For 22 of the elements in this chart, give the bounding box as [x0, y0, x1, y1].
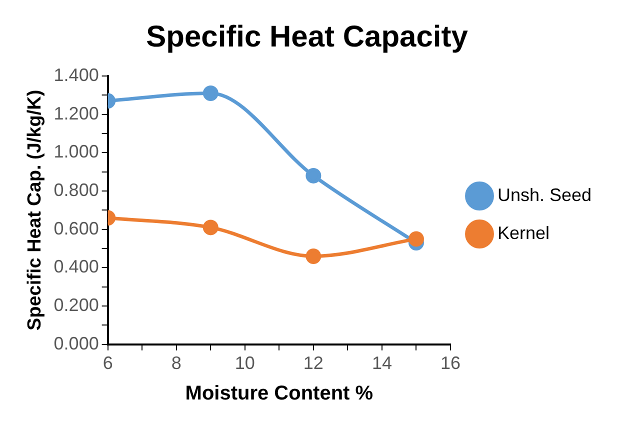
x-tick-label: 10 — [234, 353, 255, 374]
y-tick-label: 0.800 — [54, 180, 99, 200]
y-tick-label: 0.400 — [54, 256, 99, 277]
legend-label: Kernel — [498, 222, 550, 243]
y-tick-label: 0.000 — [54, 333, 99, 354]
y-tick-label: 1.000 — [54, 142, 99, 162]
point — [306, 168, 322, 184]
x-tick-label: 14 — [372, 353, 392, 374]
y-tick-label: 1.200 — [54, 103, 99, 124]
x-tick-label: 8 — [171, 353, 182, 374]
x-tick-label: 6 — [102, 353, 113, 374]
point — [306, 248, 322, 264]
legend-label: Unsh. Seed — [498, 184, 592, 205]
x-axis-title: Moisture Content % — [185, 382, 374, 405]
point — [408, 231, 424, 247]
x-tick-label: 12 — [303, 353, 324, 374]
y-tick-label: 0.200 — [54, 295, 99, 316]
y-tick-label: 0.600 — [54, 218, 99, 238]
y-tick-label: 1.400 — [54, 64, 99, 85]
x-tick-label: 16 — [440, 353, 461, 374]
y-axis-title: Specific Heat Cap. (J/kg/K) — [24, 90, 46, 331]
chart-title: Specific Heat Capacity — [146, 20, 468, 54]
